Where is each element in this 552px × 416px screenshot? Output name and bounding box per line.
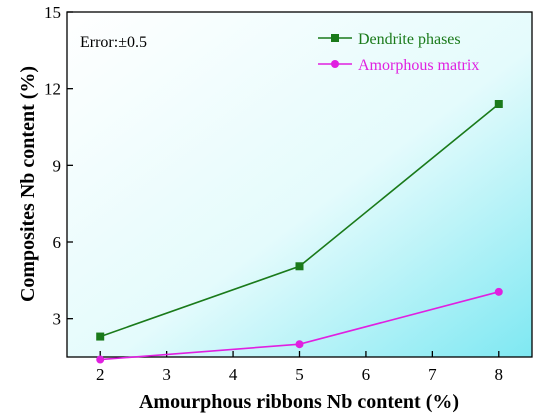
error-annotation: Error:±0.5 bbox=[80, 34, 147, 51]
y-tick-label: 3 bbox=[53, 310, 62, 329]
y-axis: 3 6 9 12 15 bbox=[44, 3, 73, 329]
y-tick-label: 9 bbox=[53, 156, 62, 175]
legend-label-amorphous: Amorphous matrix bbox=[358, 57, 479, 74]
legend-label-dendrite: Dendrite phases bbox=[358, 31, 461, 48]
x-tick-label: 5 bbox=[295, 365, 304, 384]
x-tick-label: 2 bbox=[96, 365, 105, 384]
legend-marker-amorphous bbox=[331, 60, 339, 68]
data-point-amorphous bbox=[295, 340, 304, 349]
data-point-amorphous bbox=[96, 355, 105, 364]
legend-marker-dendrite bbox=[331, 34, 339, 42]
data-point-dendrite bbox=[96, 332, 105, 341]
x-axis-title: Amourphous ribbons Nb content (%) bbox=[139, 391, 459, 413]
data-point-dendrite bbox=[295, 262, 304, 271]
y-tick-label: 6 bbox=[53, 233, 62, 252]
series-layer bbox=[96, 100, 503, 364]
x-tick-label: 3 bbox=[162, 365, 171, 384]
x-tick-label: 4 bbox=[229, 365, 238, 384]
y-axis-title: Composites Nb content (%) bbox=[17, 66, 39, 302]
x-tick-label: 7 bbox=[428, 365, 437, 384]
data-point-dendrite bbox=[494, 100, 503, 108]
y-tick-label: 12 bbox=[44, 80, 61, 99]
legend: Dendrite phases Amorphous matrix bbox=[318, 31, 479, 74]
plot-area bbox=[66, 11, 533, 358]
x-tick-label: 6 bbox=[362, 365, 371, 384]
x-tick-label: 8 bbox=[495, 365, 504, 384]
y-tick-label: 15 bbox=[44, 3, 61, 22]
data-point-amorphous bbox=[494, 287, 503, 296]
